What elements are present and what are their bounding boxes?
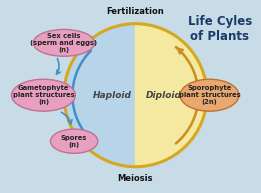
Text: Sex cells
(sperm and eggs)
(n): Sex cells (sperm and eggs) (n) <box>30 33 97 53</box>
Text: Meiosis: Meiosis <box>118 174 153 183</box>
Text: of Plants: of Plants <box>190 30 249 43</box>
Text: Life Cyles: Life Cyles <box>188 15 252 28</box>
Text: Gametophyte
plant structures
(n): Gametophyte plant structures (n) <box>13 85 74 105</box>
Ellipse shape <box>180 79 239 111</box>
Text: Sporophyte
plant structures
(2n): Sporophyte plant structures (2n) <box>179 85 240 105</box>
Ellipse shape <box>50 129 98 153</box>
Ellipse shape <box>33 30 94 56</box>
Polygon shape <box>64 24 135 167</box>
Ellipse shape <box>11 79 75 111</box>
Text: Fertilization: Fertilization <box>106 7 164 15</box>
Polygon shape <box>135 24 207 167</box>
Text: Spores
(n): Spores (n) <box>61 135 87 148</box>
Text: Haploid: Haploid <box>93 91 132 100</box>
Text: Diploid: Diploid <box>146 91 182 100</box>
